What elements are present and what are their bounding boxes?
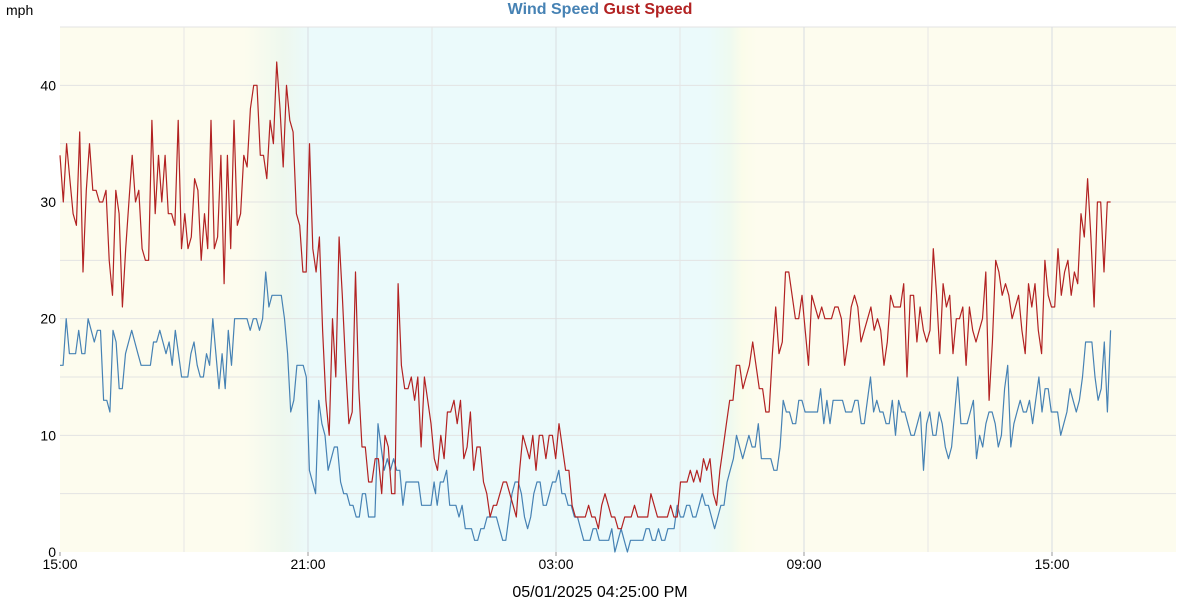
plot-background [60,27,1176,552]
y-tick-label: 10 [40,427,56,443]
series-layer [59,61,1112,553]
x-tick-label: 03:00 [538,556,573,572]
timestamp-footer: 05/01/2025 04:25:00 PM [512,584,688,601]
y-tick-label: 0 [48,544,56,560]
legend-wind-speed: Wind Speed [507,1,600,18]
x-tick-label: 15:00 [42,556,77,572]
legend-gust-speed: Gust Speed [603,1,693,18]
wind-speed-line [60,271,1112,553]
chart-title: Wind Speed Gust Speed [0,0,1200,20]
gust-speed-line [59,61,1111,530]
x-tick-label: 09:00 [786,556,821,572]
y-tick-label: 40 [40,77,56,93]
y-tick-label: 30 [40,194,56,210]
x-tick-label: 21:00 [290,556,325,572]
axes: 0 10 20 30 40 15:00 21:00 03:00 09:00 15:00 [40,77,1069,572]
grid-lines [60,26,1176,552]
x-tick-label: 15:00 [1034,556,1069,572]
y-tick-label: 20 [40,311,56,327]
y-axis-label: mph [6,2,34,18]
